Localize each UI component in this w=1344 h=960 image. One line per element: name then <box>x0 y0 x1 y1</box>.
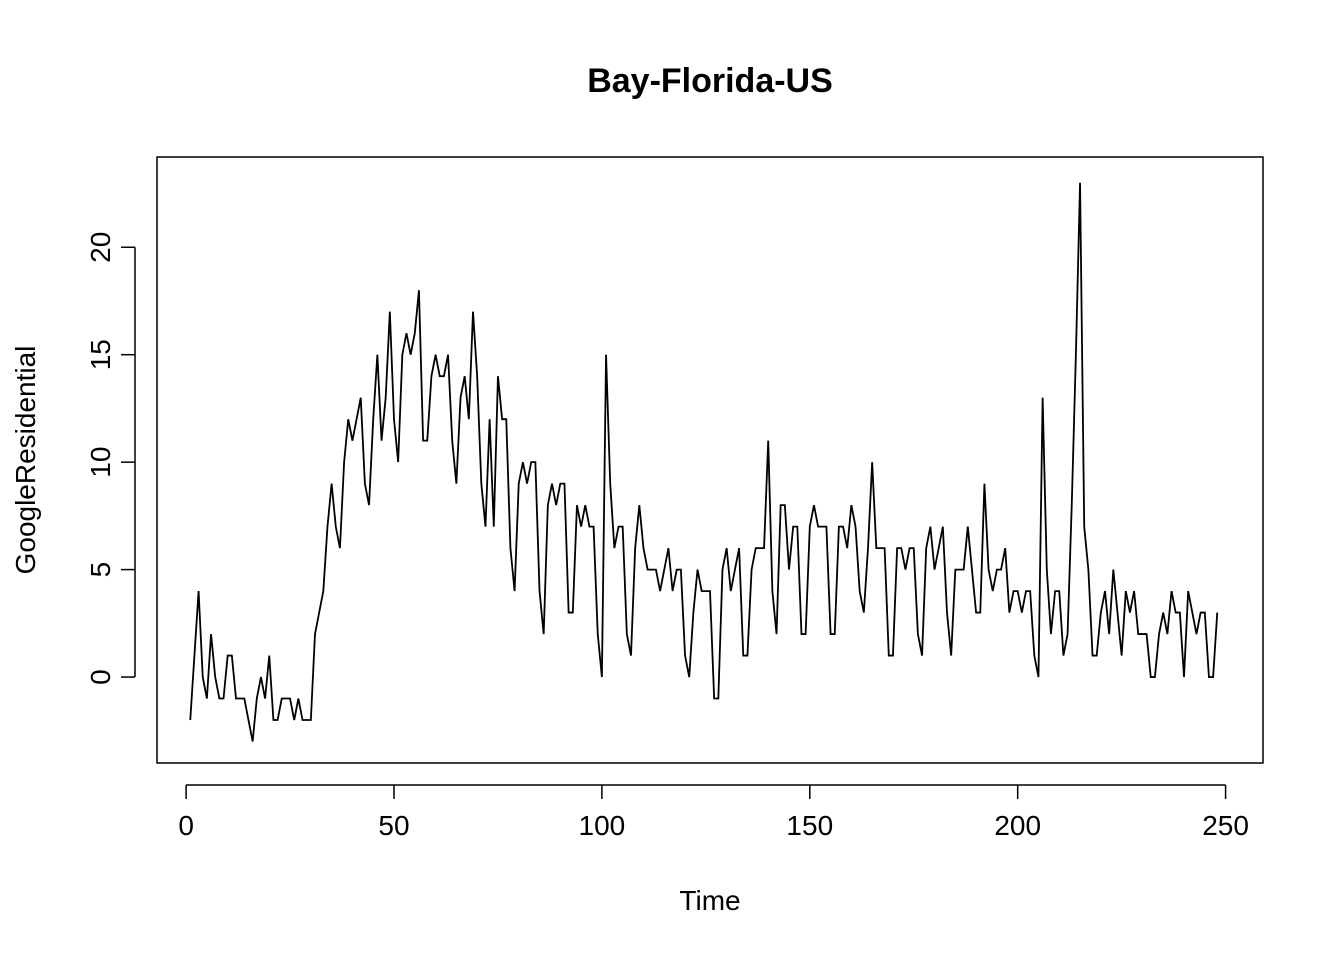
y-tick-label: 15 <box>85 339 116 370</box>
y-axis: 0 5 10 15 20 <box>85 232 136 685</box>
x-tick-label: 200 <box>994 810 1041 841</box>
x-tick-label: 0 <box>178 810 194 841</box>
y-tick-label: 0 <box>85 669 116 685</box>
y-tick-label: 5 <box>85 562 116 578</box>
chart-title: Bay-Florida-US <box>587 62 833 100</box>
x-tick-label: 250 <box>1202 810 1249 841</box>
series-line <box>189 182 1219 742</box>
x-axis-label: Time <box>679 885 740 916</box>
y-axis-label: GoogleResidential <box>10 346 41 575</box>
x-tick-label: 50 <box>378 810 409 841</box>
plot-frame <box>156 156 1264 764</box>
y-tick-label: 20 <box>85 232 116 263</box>
series-layer <box>189 182 1219 742</box>
y-tick-label: 10 <box>85 447 116 478</box>
x-axis: 0 50 100 150 200 250 <box>178 784 1249 841</box>
x-tick-label: 100 <box>579 810 626 841</box>
x-tick-label: 150 <box>786 810 833 841</box>
